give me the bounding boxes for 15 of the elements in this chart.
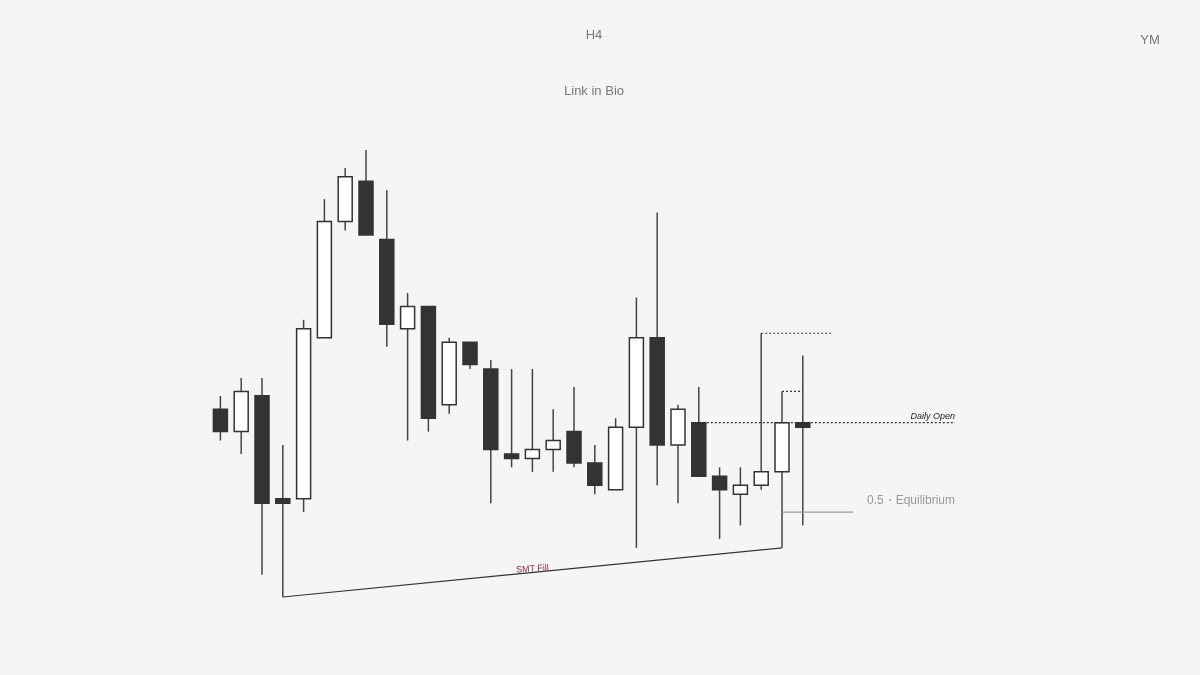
candlestick	[545, 408, 561, 473]
chart-title: H4	[585, 27, 603, 42]
candlestick	[462, 341, 478, 370]
text: YM	[1140, 32, 1160, 47]
ref-line-label: 0.5・Equilibrium	[866, 493, 955, 508]
ref-line-label: Daily Open	[910, 410, 955, 421]
candlestick	[503, 368, 520, 469]
candlestick	[732, 466, 749, 527]
candlestick	[399, 292, 416, 442]
candlestick	[524, 368, 541, 473]
chart-subtitle: Link in Bio	[564, 83, 624, 98]
candlestick	[711, 466, 728, 540]
candlestick	[587, 444, 603, 495]
annotation: SMT Fill	[515, 562, 550, 575]
candlestick	[212, 395, 229, 442]
